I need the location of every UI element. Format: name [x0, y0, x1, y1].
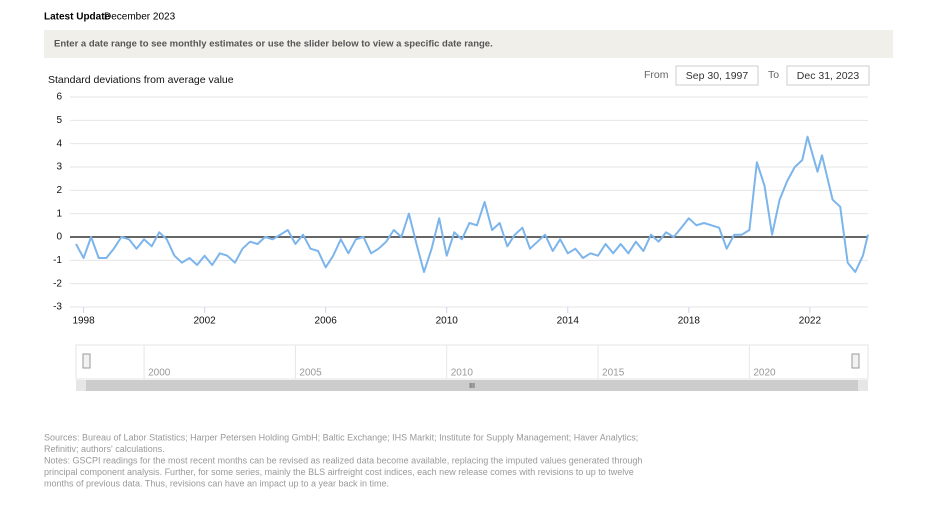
x-tick-label: 2002 — [193, 316, 216, 327]
navigator-tick-label: 2020 — [753, 368, 776, 379]
to-value: Dec 31, 2023 — [797, 70, 860, 82]
banner — [44, 30, 893, 58]
y-axis-label: Standard deviations from average value — [48, 74, 234, 86]
navigator-tick-label: 2010 — [451, 368, 474, 379]
y-tick-label: 3 — [56, 162, 62, 173]
navigator-handle-right[interactable] — [851, 353, 860, 369]
x-tick-label: 2006 — [315, 316, 338, 327]
data-line — [75, 135, 869, 273]
y-tick-label: 6 — [56, 92, 62, 103]
navigator[interactable] — [75, 344, 869, 380]
update-value: December 2023 — [104, 12, 176, 23]
update-label: Latest Update — [44, 12, 111, 23]
to-label: To — [768, 69, 779, 81]
y-tick-label: 5 — [56, 115, 62, 126]
navigator-tick-label: 2000 — [148, 368, 171, 379]
footnote-line: Refinitiv; authors' calculations. — [44, 444, 165, 454]
footnote-line: Sources: Bureau of Labor Statistics; Har… — [44, 432, 638, 442]
from-input[interactable] — [675, 65, 759, 86]
footnote-line: months of previous data. Thus, revisions… — [44, 478, 389, 488]
navigator-tick-label: 2005 — [299, 368, 322, 379]
banner-text: Enter a date range to see monthly estima… — [54, 39, 493, 50]
from-label: From — [644, 69, 669, 81]
x-tick-label: 2010 — [436, 316, 459, 327]
y-tick-label: 1 — [56, 208, 62, 219]
navigator-tick-label: 2015 — [602, 368, 625, 379]
y-tick-label: -2 — [53, 278, 62, 289]
x-tick-label: 2018 — [678, 316, 701, 327]
y-tick-label: 2 — [56, 185, 62, 196]
navigator-handle-left[interactable] — [82, 353, 91, 369]
footnote-line: Notes: GSCPI readings for the most recen… — [44, 455, 642, 465]
y-tick-label: 0 — [56, 232, 62, 243]
x-tick-label: 1998 — [72, 316, 95, 327]
x-tick-label: 2014 — [557, 316, 580, 327]
scrollbar-grip: III — [469, 383, 475, 390]
from-value: Sep 30, 1997 — [686, 70, 749, 82]
scrollbar-thumb[interactable] — [86, 380, 858, 391]
to-input[interactable] — [786, 65, 870, 86]
x-tick-label: 2022 — [799, 316, 822, 327]
y-tick-label: -3 — [53, 302, 62, 313]
y-tick-label: -1 — [53, 255, 62, 266]
y-tick-label: 4 — [56, 138, 62, 149]
footnote-line: principal component analysis. Further, f… — [44, 467, 634, 477]
